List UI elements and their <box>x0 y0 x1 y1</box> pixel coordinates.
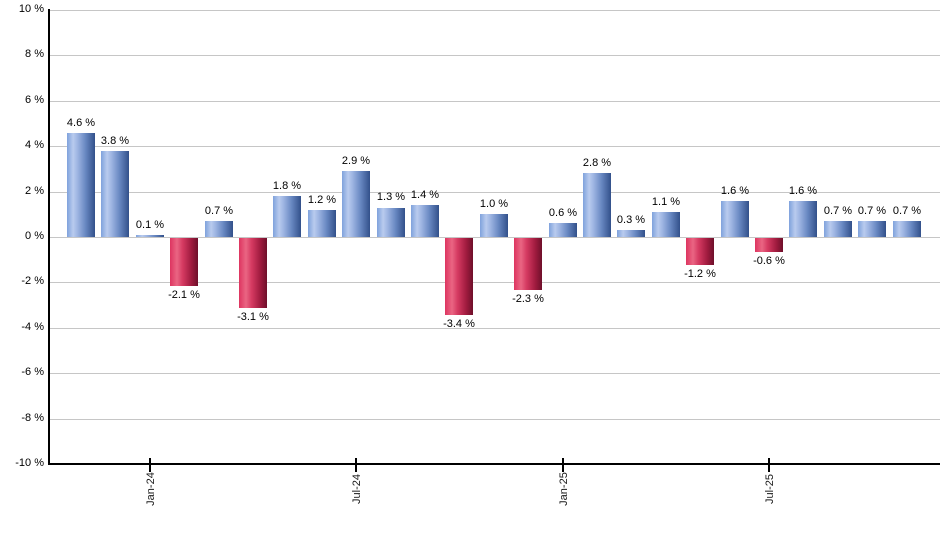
x-axis-date-label: Jul-25 <box>764 474 776 504</box>
x-axis-date-label: Jan-24 <box>145 472 157 506</box>
bar-value-label: 0.7 % <box>892 205 922 217</box>
y-gridline <box>48 146 940 147</box>
y-axis-tick-label: 6 % <box>25 94 44 106</box>
bar-value-label: 3.8 % <box>100 135 130 147</box>
x-axis-tick <box>562 458 564 472</box>
positive-bar <box>858 221 886 237</box>
positive-bar <box>67 132 95 237</box>
negative-bar <box>170 238 198 286</box>
bar-value-label: 2.9 % <box>341 155 371 167</box>
y-gridline <box>48 282 940 283</box>
positive-bar <box>308 209 336 237</box>
y-axis-tick-label: -4 % <box>21 321 44 333</box>
y-gridline <box>48 237 940 238</box>
positive-bar <box>721 200 749 237</box>
positive-bar <box>273 196 301 237</box>
y-gridline <box>48 10 940 11</box>
positive-bar <box>205 221 233 237</box>
y-axis-line <box>48 9 50 465</box>
bar-value-label: 1.3 % <box>376 191 406 203</box>
bar-value-label: 1.0 % <box>479 198 509 210</box>
x-axis-date-label: Jan-25 <box>558 472 570 506</box>
positive-bar <box>789 200 817 237</box>
negative-bar <box>445 238 473 316</box>
bar-value-label: 2.8 % <box>582 157 612 169</box>
y-gridline <box>48 55 940 56</box>
y-gridline <box>48 192 940 193</box>
bar-value-label: 1.4 % <box>410 189 440 201</box>
bar-value-label: 0.7 % <box>857 205 887 217</box>
y-axis-tick-label: 2 % <box>25 185 44 197</box>
bar-value-label: -3.4 % <box>443 318 475 330</box>
y-axis-tick-label: -2 % <box>21 275 44 287</box>
bar-value-label: 4.6 % <box>66 117 96 129</box>
bar-value-label: -1.2 % <box>684 268 716 280</box>
positive-bar <box>342 171 370 237</box>
x-axis-tick <box>355 458 357 472</box>
negative-bar <box>514 238 542 291</box>
positive-bar <box>101 150 129 237</box>
x-axis-tick <box>768 458 770 472</box>
positive-bar <box>824 221 852 237</box>
bar-value-label: 1.8 % <box>272 180 302 192</box>
y-axis-tick-label: -8 % <box>21 412 44 424</box>
positive-bar <box>136 234 164 237</box>
bar-value-label: -2.1 % <box>168 289 200 301</box>
negative-bar <box>755 238 783 252</box>
bar-value-label: 0.7 % <box>204 205 234 217</box>
y-axis-tick-label: -6 % <box>21 366 44 378</box>
bar-value-label: 1.6 % <box>788 185 818 197</box>
bar-value-label: 0.7 % <box>823 205 853 217</box>
x-axis-tick <box>149 458 151 472</box>
bar-value-label: -3.1 % <box>237 311 269 323</box>
y-gridline <box>48 419 940 420</box>
bar-value-label: -0.6 % <box>753 255 785 267</box>
y-axis-tick-label: 0 % <box>25 230 44 242</box>
negative-bar <box>239 238 267 309</box>
negative-bar <box>686 238 714 266</box>
positive-bar <box>411 205 439 237</box>
positive-bar <box>893 221 921 237</box>
bar-value-label: 0.3 % <box>616 214 646 226</box>
y-gridline <box>48 373 940 374</box>
y-axis-tick-label: 8 % <box>25 48 44 60</box>
bar-value-label: -2.3 % <box>512 293 544 305</box>
y-axis-tick-label: -10 % <box>15 457 44 469</box>
bar-value-label: 1.1 % <box>651 196 681 208</box>
y-axis-tick-label: 10 % <box>18 3 44 15</box>
positive-bar <box>583 173 611 237</box>
y-gridline <box>48 101 940 102</box>
y-axis-tick-label: 4 % <box>25 139 44 151</box>
x-axis-date-label: Jul-24 <box>351 474 363 504</box>
positive-bar <box>549 223 577 237</box>
bar-value-label: 1.2 % <box>307 194 337 206</box>
positive-bar <box>480 214 508 237</box>
bar-value-label: 0.6 % <box>548 207 578 219</box>
positive-bar <box>377 207 405 237</box>
x-axis-line <box>48 463 940 465</box>
bar-value-label: 1.6 % <box>720 185 750 197</box>
positive-bar <box>652 212 680 237</box>
bar-value-label: 0.1 % <box>135 219 165 231</box>
positive-bar <box>617 230 645 237</box>
y-gridline <box>48 328 940 329</box>
